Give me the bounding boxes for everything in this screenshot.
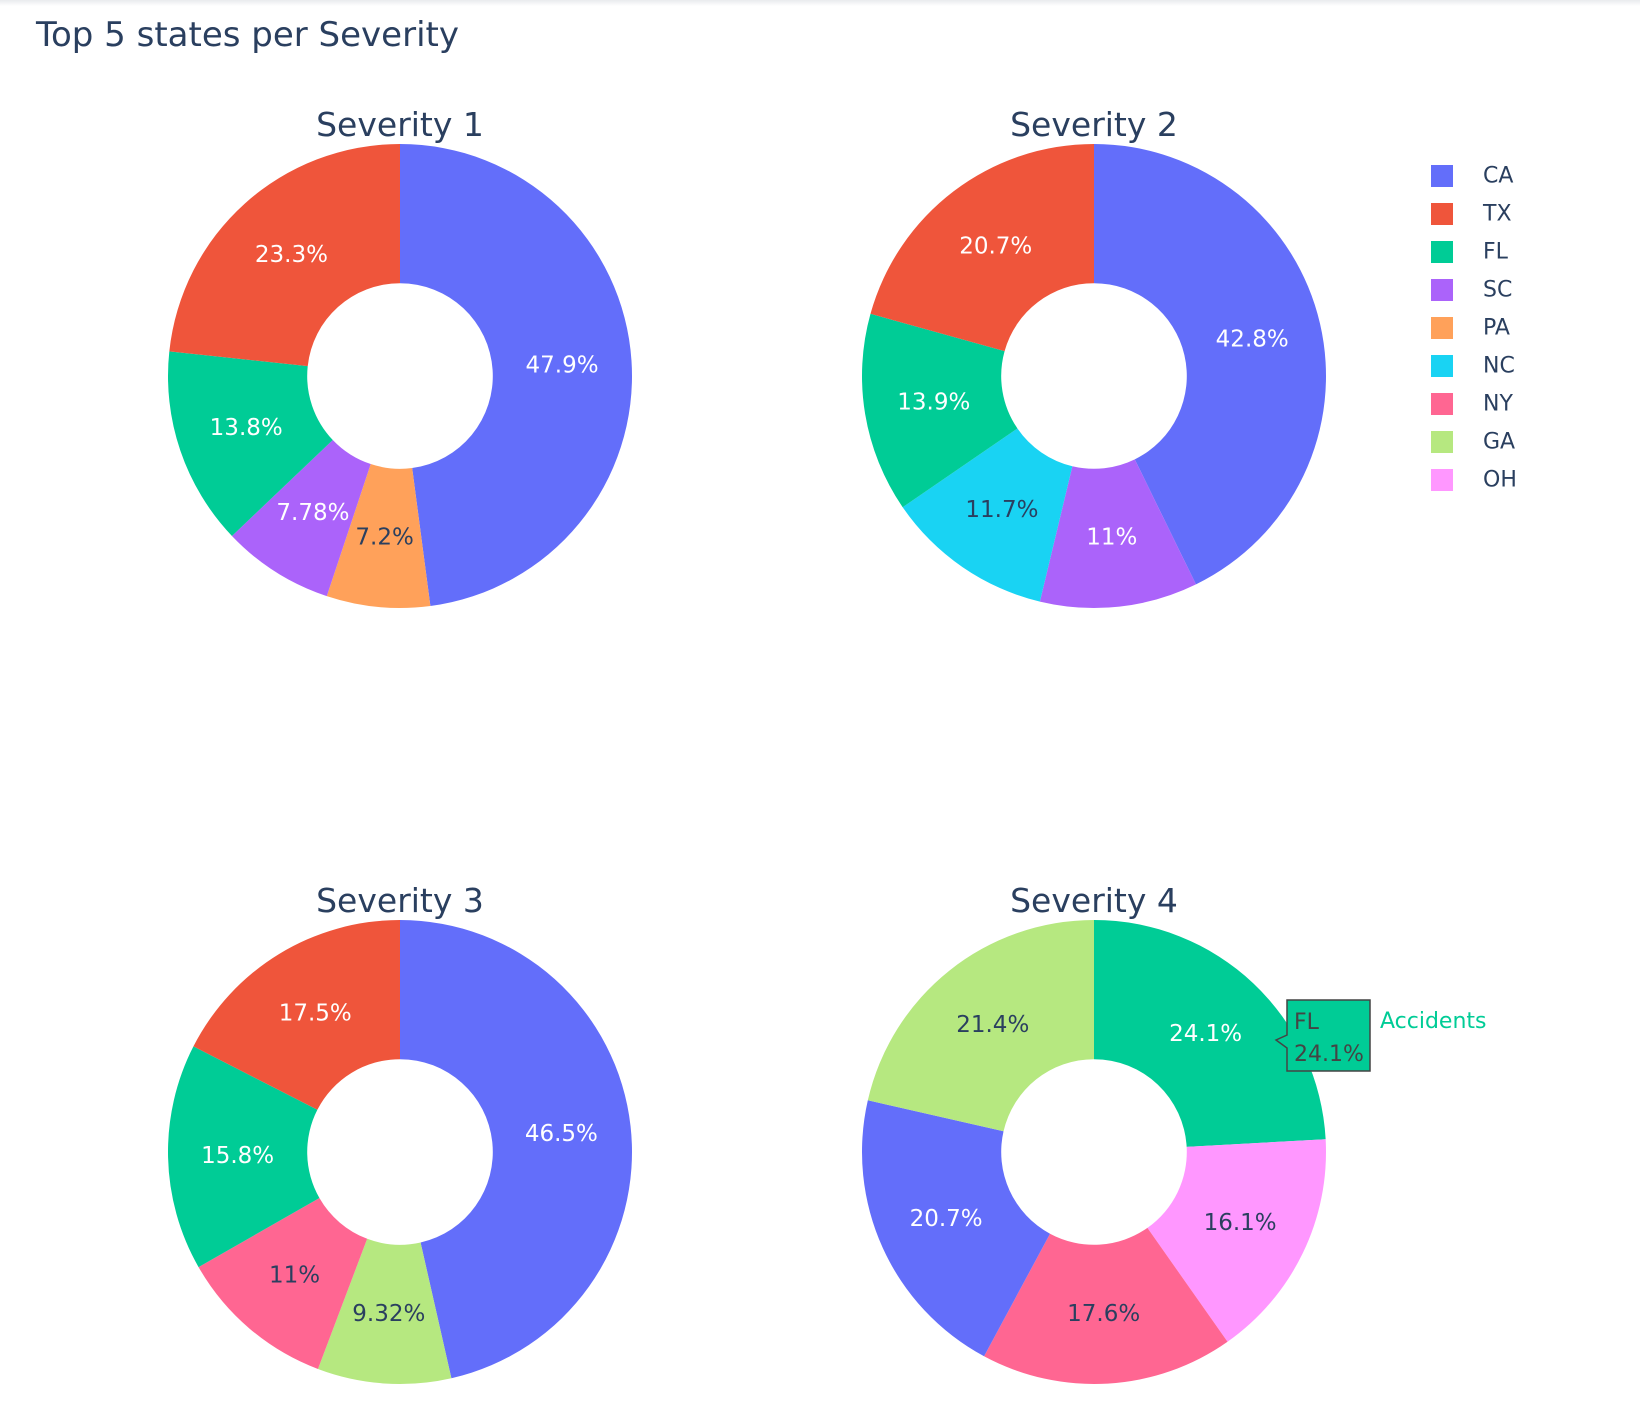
slice-label-ga: 21.4% bbox=[956, 1012, 1029, 1038]
slice-tx[interactable] bbox=[169, 144, 400, 367]
slice-label-sc: 7.78% bbox=[276, 500, 349, 526]
slice-label-ca: 42.8% bbox=[1216, 326, 1289, 352]
legend-label-oh: OH bbox=[1483, 468, 1517, 493]
slice-label-fl: 13.9% bbox=[897, 390, 970, 416]
legend-item-oh[interactable]: OH bbox=[1431, 468, 1517, 493]
slice-tx[interactable] bbox=[870, 144, 1094, 352]
slice-ny[interactable] bbox=[198, 1198, 368, 1370]
pie-severity-2: Severity 2 42.8% 11% 11.7% 13.9% 20.7% bbox=[862, 105, 1326, 608]
legend-item-sc[interactable]: SC bbox=[1431, 278, 1512, 303]
slice-label-fl: 13.8% bbox=[210, 415, 283, 441]
legend-label-ny: NY bbox=[1483, 392, 1513, 417]
slice-fl[interactable] bbox=[168, 351, 333, 536]
slice-label-ga: 9.32% bbox=[352, 1301, 425, 1327]
legend-swatch-pa bbox=[1431, 317, 1453, 339]
hover-label: FL bbox=[1294, 1010, 1320, 1035]
slice-label-tx: 17.5% bbox=[279, 1000, 352, 1026]
slice-sc[interactable] bbox=[231, 439, 371, 597]
legend-label-nc: NC bbox=[1483, 354, 1515, 379]
hover-box bbox=[1274, 999, 1371, 1072]
legend-swatch-ga bbox=[1431, 431, 1453, 453]
slice-pa[interactable] bbox=[326, 464, 431, 608]
slice-sc[interactable] bbox=[1039, 459, 1196, 608]
slice-ca[interactable] bbox=[400, 920, 633, 1379]
slice-label-pa: 7.2% bbox=[355, 525, 413, 551]
slice-ca[interactable] bbox=[862, 1100, 1051, 1357]
slice-label-ny: 17.6% bbox=[1067, 1301, 1140, 1327]
hover-trace-name: Accidents bbox=[1380, 1009, 1487, 1034]
slice-fl[interactable] bbox=[167, 1046, 320, 1268]
legend[interactable]: CA TX FL SC PA NC NY GA OH bbox=[1431, 164, 1517, 493]
legend-item-fl[interactable]: FL bbox=[1431, 240, 1509, 265]
legend-label-tx: TX bbox=[1482, 202, 1512, 227]
window-top-edge bbox=[0, 0, 1640, 6]
legend-label-ga: GA bbox=[1483, 430, 1515, 455]
slice-oh[interactable] bbox=[1147, 1139, 1326, 1342]
legend-swatch-nc bbox=[1431, 355, 1453, 377]
hover-tooltip: FL 24.1% Accidents bbox=[1274, 999, 1487, 1072]
legend-item-ga[interactable]: GA bbox=[1431, 430, 1515, 455]
slice-label-ca: 20.7% bbox=[910, 1206, 983, 1232]
slice-label-ny: 11% bbox=[269, 1263, 320, 1289]
legend-label-pa: PA bbox=[1483, 316, 1510, 341]
slice-label-ca: 46.5% bbox=[525, 1121, 598, 1147]
slice-ga[interactable] bbox=[317, 1238, 452, 1384]
pie-title-1: Severity 1 bbox=[316, 105, 484, 144]
legend-swatch-fl bbox=[1431, 241, 1453, 263]
slice-ca[interactable] bbox=[1094, 144, 1326, 585]
slice-label-sc: 11% bbox=[1086, 524, 1137, 550]
legend-item-pa[interactable]: PA bbox=[1431, 316, 1510, 341]
legend-swatch-sc bbox=[1431, 279, 1453, 301]
pie-severity-3: Severity 3 46.5% 9.32% 11% 15.8% 17.5% bbox=[167, 881, 633, 1384]
legend-item-ca[interactable]: CA bbox=[1431, 164, 1513, 189]
legend-label-fl: FL bbox=[1483, 240, 1509, 265]
legend-label-ca: CA bbox=[1483, 164, 1513, 189]
hover-value: 24.1% bbox=[1294, 1042, 1364, 1067]
pie-title-4: Severity 4 bbox=[1010, 881, 1178, 920]
legend-swatch-oh bbox=[1431, 469, 1453, 491]
slice-nc[interactable] bbox=[902, 428, 1073, 602]
slice-label-oh: 16.1% bbox=[1204, 1210, 1277, 1236]
slice-label-ca: 47.9% bbox=[526, 352, 599, 378]
slice-label-fl: 24.1% bbox=[1169, 1021, 1242, 1047]
slice-fl[interactable] bbox=[862, 313, 1018, 508]
legend-item-nc[interactable]: NC bbox=[1431, 354, 1515, 379]
legend-swatch-ca bbox=[1431, 165, 1453, 187]
pie-severity-1: Severity 1 47.9% 7.2%7.78% 13.8% 23.3% bbox=[168, 105, 633, 608]
slice-fl[interactable] bbox=[1094, 920, 1326, 1147]
slice-ca[interactable] bbox=[400, 144, 633, 607]
pie-title-2: Severity 2 bbox=[1010, 105, 1178, 144]
legend-swatch-tx bbox=[1431, 203, 1453, 225]
slice-ga[interactable] bbox=[867, 920, 1094, 1132]
chart-title: Top 5 states per Severity bbox=[35, 15, 459, 55]
slice-label-tx: 20.7% bbox=[959, 234, 1032, 260]
slice-label-fl: 15.8% bbox=[201, 1143, 274, 1169]
slice-tx[interactable] bbox=[193, 920, 400, 1110]
legend-swatch-ny bbox=[1431, 393, 1453, 415]
pie-severity-4: Severity 4 24.1% 16.1% 17.6% 20.7% 21.4% bbox=[862, 881, 1326, 1385]
slice-ny[interactable] bbox=[984, 1227, 1228, 1385]
pie-title-3: Severity 3 bbox=[316, 881, 484, 920]
legend-item-tx[interactable]: TX bbox=[1431, 202, 1512, 227]
slice-label-nc: 11.7% bbox=[965, 497, 1038, 523]
legend-label-sc: SC bbox=[1483, 278, 1512, 303]
legend-item-ny[interactable]: NY bbox=[1431, 392, 1513, 417]
slice-label-tx: 23.3% bbox=[255, 242, 328, 268]
